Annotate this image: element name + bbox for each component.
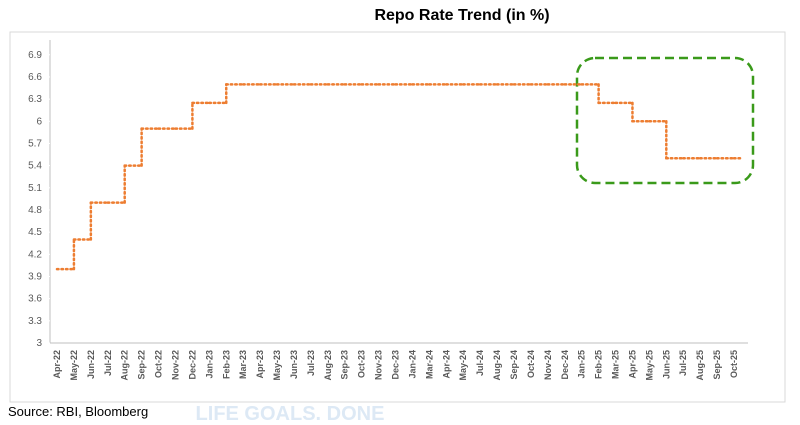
x-tick-label: Jun-25 <box>661 350 671 379</box>
x-tick-label: Apr-22 <box>52 350 62 379</box>
x-tick-label: Feb-23 <box>221 350 231 379</box>
chart-border <box>9 31 786 403</box>
x-tick-label: Sep-25 <box>712 350 722 380</box>
watermark: LIFE GOALS. DONE <box>196 403 385 425</box>
y-tick-label: 6.3 <box>28 94 42 105</box>
y-tick-label: 3.6 <box>28 294 42 305</box>
y-tick-label: 6.9 <box>28 50 42 61</box>
x-tick-label: Jul-22 <box>103 350 113 376</box>
x-tick-label: Jun-23 <box>289 350 299 379</box>
y-tick-label: 3.9 <box>28 271 42 282</box>
x-tick-label: Jun-22 <box>86 350 96 379</box>
x-tick-label: May-25 <box>644 350 654 381</box>
y-tick-label: 3 <box>36 338 42 349</box>
x-tick-label: Nov-22 <box>170 350 180 380</box>
highlight-box <box>575 56 755 185</box>
x-tick-label: Jul-24 <box>475 350 485 376</box>
x-tick-label: Jan-23 <box>204 350 214 379</box>
y-tick-label: 5.4 <box>28 161 42 172</box>
y-tick-label: 4.5 <box>28 227 42 238</box>
source-note: Source: RBI, Bloomberg <box>8 404 148 419</box>
x-tick-label: Sep-22 <box>137 350 147 380</box>
x-tick-label: Feb-25 <box>594 350 604 379</box>
y-tick-label: 4.2 <box>28 249 42 260</box>
y-tick-label: 5.7 <box>28 138 42 149</box>
x-tick-label: Mar-24 <box>424 350 434 379</box>
x-tick-label: Oct-24 <box>526 350 536 378</box>
y-tick-label: 4.8 <box>28 205 42 216</box>
x-tick-label: Dec-22 <box>187 350 197 380</box>
x-tick-label: Nov-23 <box>374 350 384 380</box>
x-tick-label: Aug-22 <box>120 350 130 381</box>
x-tick-label: Aug-24 <box>492 350 502 381</box>
x-tick-label: Dec-24 <box>560 350 570 380</box>
x-tick-label: Aug-25 <box>695 350 705 381</box>
x-tick-label: Oct-22 <box>154 350 164 378</box>
y-tick-label: 6.6 <box>28 72 42 83</box>
x-tick-label: Nov-24 <box>543 350 553 380</box>
chart-title: Repo Rate Trend (in %) <box>374 7 549 24</box>
x-tick-label: Sep-23 <box>340 350 350 380</box>
x-tick-label: Apr-24 <box>441 350 451 379</box>
x-tick-label: Oct-23 <box>357 350 367 378</box>
x-tick-label: Apr-25 <box>627 350 637 379</box>
x-tick-label: May-24 <box>458 350 468 381</box>
x-tick-label: Jul-23 <box>306 350 316 376</box>
x-tick-label: Jan-24 <box>407 350 417 379</box>
y-tick-label: 3.3 <box>28 316 42 327</box>
y-tick-label: 6 <box>36 116 42 127</box>
x-tick-label: Dec-23 <box>391 350 401 380</box>
x-tick-label: Mar-23 <box>238 350 248 379</box>
x-tick-label: Aug-23 <box>323 350 333 381</box>
x-tick-label: Mar-25 <box>611 350 621 379</box>
x-tick-label: Oct-25 <box>729 350 739 378</box>
y-tick-label: 5.1 <box>28 183 42 194</box>
x-tick-label: Apr-23 <box>255 350 265 379</box>
x-tick-label: May-22 <box>69 350 79 381</box>
x-tick-label: May-23 <box>272 350 282 381</box>
x-tick-label: Jan-25 <box>577 350 587 379</box>
x-tick-label: Sep-24 <box>509 350 519 380</box>
x-tick-label: Jul-25 <box>678 350 688 376</box>
